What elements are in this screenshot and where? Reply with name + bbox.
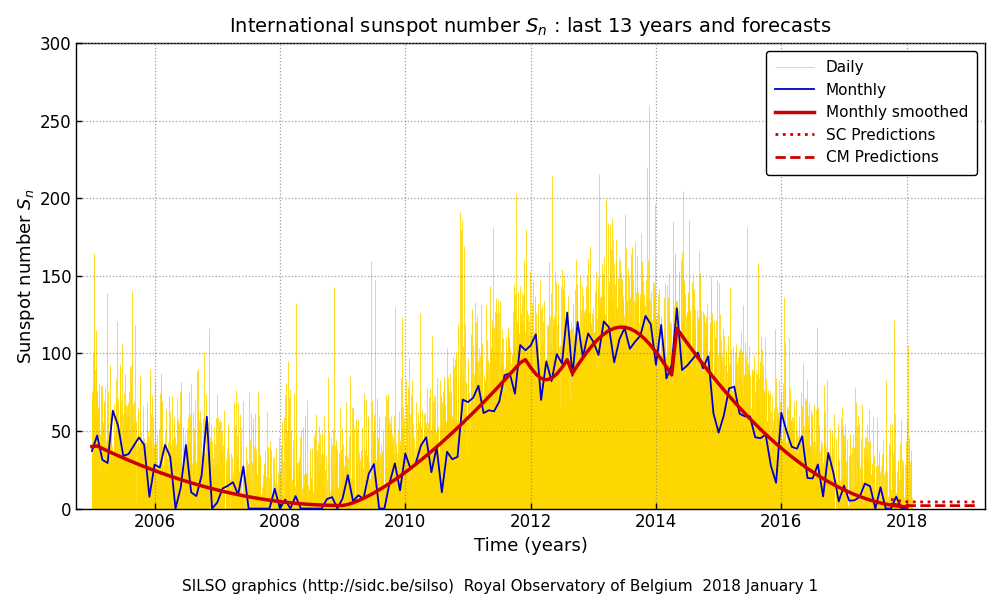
Monthly smoothed xyxy=(389,476,401,484)
Monthly smoothed xyxy=(112,452,124,459)
SC Predictions xyxy=(958,499,970,506)
CM Predictions xyxy=(929,502,941,509)
CM Predictions xyxy=(908,502,920,509)
CM Predictions xyxy=(935,502,947,509)
Monthly xyxy=(394,487,406,494)
SC Predictions xyxy=(946,499,958,506)
SC Predictions xyxy=(943,499,955,506)
Line: Monthly: Monthly xyxy=(92,308,907,509)
CM Predictions xyxy=(958,502,970,509)
X-axis label: Time (years): Time (years) xyxy=(474,537,588,555)
CM Predictions xyxy=(920,502,932,509)
CM Predictions xyxy=(894,502,906,509)
SC Predictions xyxy=(900,498,912,505)
SC Predictions xyxy=(911,499,923,506)
CM Predictions xyxy=(900,502,912,509)
Monthly xyxy=(671,305,683,312)
SC Predictions xyxy=(935,499,947,506)
SC Predictions xyxy=(902,498,914,505)
Monthly xyxy=(901,505,913,512)
Monthly smoothed xyxy=(128,459,140,466)
SC Predictions xyxy=(961,499,973,506)
Monthly xyxy=(128,442,140,449)
Monthly smoothed xyxy=(901,503,913,511)
SC Predictions xyxy=(938,499,950,506)
CM Predictions xyxy=(943,502,955,509)
CM Predictions xyxy=(914,502,926,509)
Monthly xyxy=(169,505,181,512)
CM Predictions xyxy=(955,502,967,509)
Monthly xyxy=(754,434,766,442)
SC Predictions xyxy=(894,497,906,505)
CM Predictions xyxy=(938,502,950,509)
CM Predictions xyxy=(888,500,900,508)
Monthly xyxy=(311,505,323,512)
CM Predictions xyxy=(932,502,944,509)
CM Predictions xyxy=(964,502,976,509)
SC Predictions xyxy=(891,497,903,504)
Monthly smoothed xyxy=(86,443,98,450)
SC Predictions xyxy=(952,499,964,506)
SC Predictions xyxy=(905,498,917,505)
Line: Monthly smoothed: Monthly smoothed xyxy=(92,327,907,507)
CM Predictions xyxy=(926,502,938,509)
Monthly smoothed xyxy=(556,364,568,371)
SC Predictions xyxy=(932,499,944,506)
Line: SC Predictions: SC Predictions xyxy=(891,499,976,502)
SC Predictions xyxy=(908,499,920,506)
CM Predictions xyxy=(917,502,929,509)
SC Predictions xyxy=(964,499,976,506)
SC Predictions xyxy=(917,499,929,506)
Monthly smoothed xyxy=(749,421,761,428)
CM Predictions xyxy=(897,502,909,509)
CM Predictions xyxy=(891,501,903,508)
CM Predictions xyxy=(911,502,923,509)
SC Predictions xyxy=(929,499,941,506)
SC Predictions xyxy=(914,499,926,506)
SC Predictions xyxy=(970,499,982,506)
CM Predictions xyxy=(970,502,982,509)
CM Predictions xyxy=(940,502,952,509)
Monthly xyxy=(86,448,98,455)
Monthly xyxy=(561,309,573,316)
CM Predictions xyxy=(946,502,958,509)
SC Predictions xyxy=(920,499,932,506)
Monthly smoothed xyxy=(613,323,625,331)
CM Predictions xyxy=(902,502,914,509)
SC Predictions xyxy=(885,496,897,503)
CM Predictions xyxy=(967,502,979,509)
Line: CM Predictions: CM Predictions xyxy=(891,504,976,506)
CM Predictions xyxy=(923,502,935,509)
CM Predictions xyxy=(952,502,964,509)
SC Predictions xyxy=(955,499,967,506)
Monthly xyxy=(112,422,124,429)
Monthly smoothed xyxy=(305,501,317,508)
CM Predictions xyxy=(961,502,973,509)
SC Predictions xyxy=(888,496,900,503)
SC Predictions xyxy=(923,499,935,506)
SC Predictions xyxy=(940,499,952,506)
SC Predictions xyxy=(897,498,909,505)
Y-axis label: Sunspot number $S_n$: Sunspot number $S_n$ xyxy=(15,188,37,364)
CM Predictions xyxy=(949,502,961,509)
CM Predictions xyxy=(905,502,917,509)
Title: International sunspot number $S_n$ : last 13 years and forecasts: International sunspot number $S_n$ : las… xyxy=(229,15,832,38)
SC Predictions xyxy=(926,499,938,506)
Legend: Daily, Monthly, Monthly smoothed, SC Predictions, CM Predictions: Daily, Monthly, Monthly smoothed, SC Pre… xyxy=(766,51,977,175)
SC Predictions xyxy=(967,499,979,506)
SC Predictions xyxy=(949,499,961,506)
Text: SILSO graphics (http://sidc.be/silso)  Royal Observatory of Belgium  2018 Januar: SILSO graphics (http://sidc.be/silso) Ro… xyxy=(182,579,818,594)
CM Predictions xyxy=(885,500,897,508)
